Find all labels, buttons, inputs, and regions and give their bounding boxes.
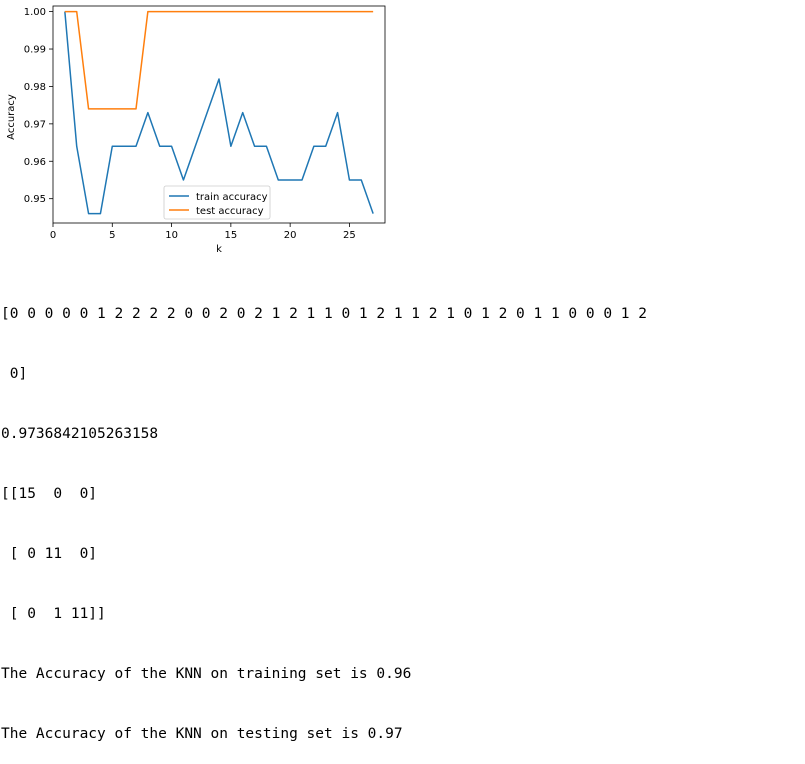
console-line: The Accuracy of the KNN on training set … xyxy=(1,666,412,682)
y-tick-label: 0.96 xyxy=(24,157,46,168)
accuracy-chart: 0 5 10 15 20 25 0.95 0.96 0.97 0.98 0.99 1.00 k Ac… xyxy=(6,5,386,255)
x-tick-label: 0 xyxy=(50,230,56,241)
x-tick-label: 20 xyxy=(284,230,297,241)
console-line: [ 0 11 0] xyxy=(1,546,98,562)
console-line: 0.9736842105263158 xyxy=(1,426,159,442)
console-line: [[15 0 0] xyxy=(1,486,98,502)
y-tick-label: 0.97 xyxy=(24,119,46,130)
y-axis-ticks: 0.95 0.96 0.97 0.98 0.99 1.00 xyxy=(24,7,53,205)
test-accuracy-line xyxy=(64,10,374,110)
console-line: [0 0 0 0 0 1 2 2 2 2 0 0 2 0 2 1 2 1 1 0… xyxy=(1,306,648,322)
series-lines xyxy=(64,10,374,215)
console-output: [0 0 0 0 0 1 2 2 2 2 0 0 2 0 2 1 2 1 1 0… xyxy=(1,264,801,764)
y-tick-label: 0.99 xyxy=(24,45,46,56)
y-tick-label: 1.00 xyxy=(24,7,46,18)
legend-label-test: test accuracy xyxy=(196,206,264,217)
legend-label-train: train accuracy xyxy=(196,192,268,203)
legend: train accuracy test accuracy xyxy=(163,185,271,220)
y-axis-label: Accuracy xyxy=(6,94,17,140)
x-axis-label: k xyxy=(216,244,222,255)
x-tick-label: 5 xyxy=(109,230,115,241)
train-accuracy-line xyxy=(64,11,374,215)
x-tick-label: 10 xyxy=(165,230,178,241)
x-axis-ticks: 0 5 10 15 20 25 xyxy=(50,223,356,241)
y-tick-label: 0.98 xyxy=(24,82,46,93)
console-line: 0] xyxy=(1,366,28,382)
console-line: The Accuracy of the KNN on testing set i… xyxy=(1,726,403,742)
console-line: [ 0 1 11]] xyxy=(1,606,106,622)
legend-box xyxy=(163,185,271,220)
y-tick-label: 0.95 xyxy=(24,194,46,205)
x-tick-label: 15 xyxy=(224,230,237,241)
x-tick-label: 25 xyxy=(343,230,356,241)
